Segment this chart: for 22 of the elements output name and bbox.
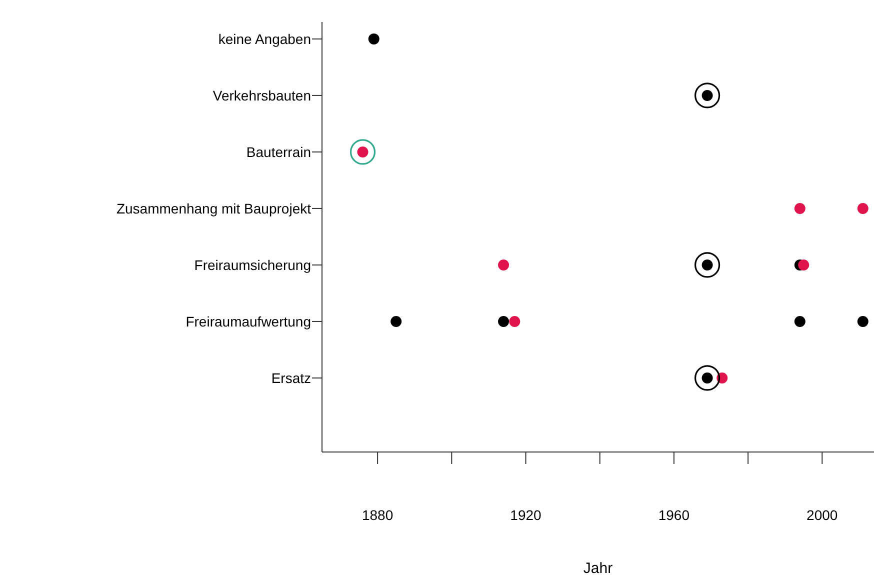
y-tick-label: keine Angaben	[218, 30, 311, 47]
x-axis-title: Jahr	[583, 560, 613, 575]
x-tick-label: 1920	[510, 506, 542, 523]
x-tick-label: 2000	[806, 506, 838, 523]
y-tick-label: Freiraumsicherung	[194, 256, 311, 273]
point	[794, 202, 806, 214]
y-tick-label: Zusammenhang mit Bauprojekt	[116, 200, 312, 216]
point	[509, 316, 520, 327]
point	[390, 316, 402, 327]
point	[498, 316, 510, 327]
x-tick-label: 1960	[658, 506, 690, 523]
y-tick-label: Ersatz	[271, 370, 311, 386]
point	[857, 202, 868, 214]
point	[794, 316, 806, 327]
point	[798, 259, 810, 270]
point	[857, 316, 868, 327]
y-tick-label: Freiraumaufwertung	[186, 313, 311, 330]
point	[368, 33, 380, 44]
x-tick-label: 1880	[362, 506, 394, 523]
y-tick-label: Bauterrain	[246, 144, 311, 160]
y-tick-label: Verkehrsbauten	[212, 87, 311, 104]
point	[498, 259, 510, 270]
